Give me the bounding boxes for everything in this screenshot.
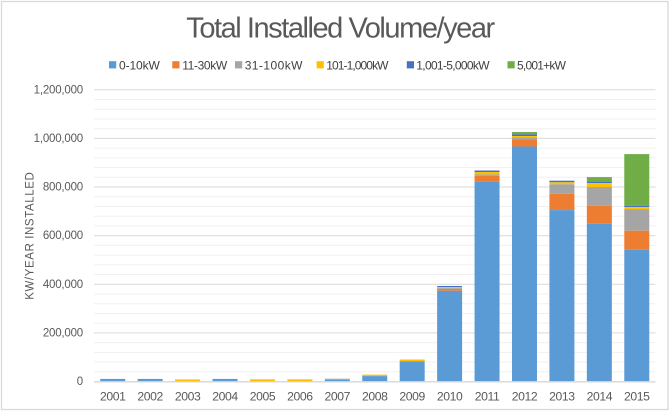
- svg-text:2014: 2014: [587, 390, 613, 404]
- svg-text:400,000: 400,000: [43, 279, 83, 291]
- svg-text:Total Installed Volume/year: Total Installed Volume/year: [186, 13, 495, 45]
- svg-text:2010: 2010: [437, 390, 463, 404]
- svg-text:1,000,000: 1,000,000: [34, 133, 83, 145]
- svg-text:1,001-5,000kW: 1,001-5,000kW: [416, 58, 490, 72]
- svg-text:0: 0: [77, 376, 83, 388]
- svg-text:1,200,000: 1,200,000: [34, 84, 83, 96]
- svg-text:2005: 2005: [250, 390, 276, 404]
- svg-text:KW/YEAR INSTALLED: KW/YEAR INSTALLED: [25, 172, 37, 300]
- svg-text:2004: 2004: [212, 390, 238, 404]
- svg-text:0-10kW: 0-10kW: [119, 58, 161, 72]
- svg-text:800,000: 800,000: [43, 182, 83, 194]
- svg-text:2015: 2015: [624, 390, 650, 404]
- svg-text:11-30kW: 11-30kW: [182, 58, 228, 72]
- svg-text:2006: 2006: [287, 390, 313, 404]
- svg-text:2011: 2011: [475, 390, 500, 404]
- svg-text:31-100kW: 31-100kW: [245, 58, 303, 72]
- svg-text:200,000: 200,000: [43, 327, 83, 339]
- svg-text:2007: 2007: [325, 390, 351, 404]
- svg-text:2009: 2009: [399, 390, 425, 404]
- svg-text:600,000: 600,000: [43, 230, 83, 242]
- svg-text:2012: 2012: [512, 390, 538, 404]
- svg-text:2013: 2013: [549, 390, 575, 404]
- svg-text:5,001+kW: 5,001+kW: [517, 58, 567, 72]
- svg-text:101-1,000kW: 101-1,000kW: [326, 58, 389, 72]
- svg-text:2001: 2001: [100, 390, 126, 404]
- svg-text:2002: 2002: [137, 390, 163, 404]
- svg-text:2003: 2003: [175, 390, 201, 404]
- svg-text:2008: 2008: [362, 390, 388, 404]
